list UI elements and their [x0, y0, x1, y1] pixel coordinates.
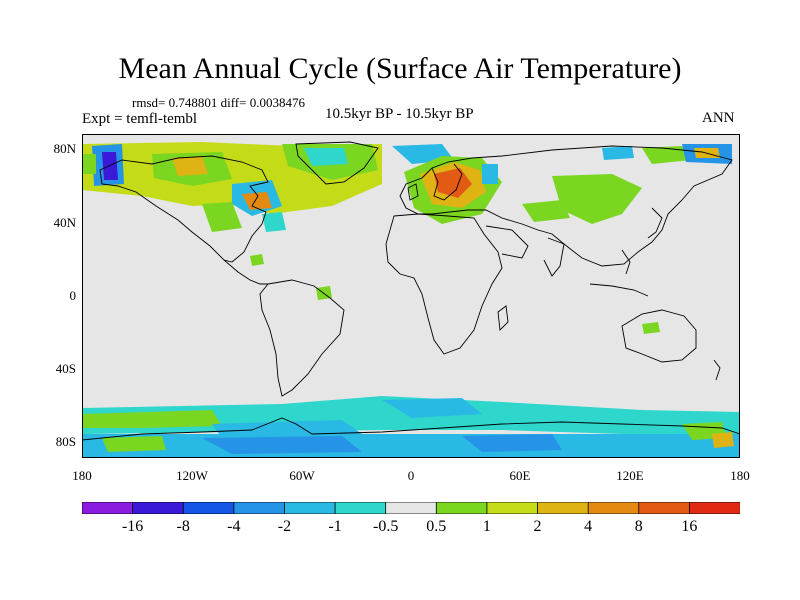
colorbar-label: -1	[328, 518, 342, 535]
colorbar-label: 4	[584, 518, 593, 535]
lat-label-80s: 80S	[55, 434, 76, 449]
coast-central-america	[223, 259, 268, 285]
colorbar-label: 0.5	[426, 518, 447, 535]
anomaly-atlantic-sector-cool	[382, 398, 482, 418]
colorbar-label: 8	[634, 518, 643, 535]
period-label: 10.5kyr BP - 10.5kyr BP	[325, 106, 474, 122]
colorbar-swatch	[537, 502, 589, 514]
lat-label-40s: 40S	[55, 361, 76, 376]
lon-label-60w: 60W	[289, 468, 315, 483]
colorbar-label: -2	[277, 518, 292, 535]
anomaly-central-asia-warm	[522, 200, 570, 222]
coast-madagascar	[497, 305, 509, 331]
colorbar-label: 16	[681, 518, 698, 535]
lon-label-0: 0	[407, 468, 415, 483]
lon-label-60e: 60E	[509, 468, 531, 483]
lat-label-80n: 80N	[53, 141, 76, 156]
coast-philippines	[621, 249, 631, 275]
coast-south-america	[259, 279, 345, 397]
anomaly-east-siberia-warm	[642, 146, 692, 164]
lon-label-180w: 180	[72, 468, 92, 483]
colorbar-label: -4	[227, 518, 241, 535]
coast-scandinavia	[431, 163, 463, 201]
anomaly-ross-warm	[82, 410, 222, 428]
anomaly-amundsen-warm	[102, 436, 166, 452]
anomaly-labrador-hot	[242, 192, 272, 210]
coast-africa	[385, 213, 503, 355]
anomaly-pacific-sector-hot	[712, 432, 734, 448]
anomaly-east-antarctica-colder	[462, 434, 562, 452]
colorbar-label: -0.5	[373, 518, 399, 535]
coast-eurasia	[399, 145, 733, 267]
anomaly-us-warm	[202, 202, 242, 232]
coast-arabia	[485, 225, 529, 259]
coast-north-america	[99, 155, 269, 263]
anomaly-scandinavia-core	[434, 168, 472, 198]
anomaly-barents-cool	[482, 164, 498, 184]
lon-label-120w: 120W	[176, 468, 208, 483]
anomaly-australia-warm	[642, 322, 660, 334]
colorbar-swatch	[233, 502, 286, 514]
season-label: ANN	[702, 110, 735, 126]
coast-japan	[647, 207, 663, 239]
colorbar-swatch	[132, 502, 184, 514]
temperature-anomaly-map	[82, 134, 740, 458]
colorbar-label: 2	[533, 518, 542, 535]
colorbar-swatch	[638, 502, 691, 514]
anomaly-mexico-warm	[250, 254, 264, 266]
colorbar-swatch	[486, 502, 539, 514]
colorbar-swatch	[435, 502, 488, 514]
colorbar-swatch	[587, 502, 640, 514]
colorbar-swatch	[688, 502, 740, 514]
colorbar-label: -8	[176, 518, 190, 535]
coast-indonesia	[589, 283, 649, 297]
coast-new-zealand	[713, 359, 721, 381]
colorbar	[82, 502, 740, 514]
colorbar-label: 1	[482, 518, 491, 535]
map-frame	[82, 134, 740, 458]
lon-label-180e: 180	[730, 468, 750, 483]
colorbar-swatch	[182, 502, 235, 514]
colorbar-swatch	[284, 502, 336, 514]
coast-greenland	[295, 141, 379, 185]
anomaly-siberia-warm	[552, 174, 642, 224]
anomaly-field	[82, 142, 740, 458]
anomaly-laptev-cool	[602, 146, 634, 160]
anomaly-bering-warm	[82, 154, 96, 174]
anomaly-greenland-cool	[304, 148, 348, 166]
experiment-label: Expt = temfl-tembl	[82, 111, 198, 127]
coastlines	[82, 141, 740, 441]
plot-title: Mean Annual Cycle (Surface Air Temperatu…	[118, 52, 682, 85]
coast-antarctica	[82, 417, 740, 441]
colorbar-swatch	[385, 502, 438, 514]
anomaly-east-us-cool	[262, 212, 286, 232]
colorbar-swatch	[334, 502, 387, 514]
anomaly-antarctica-cool	[82, 434, 740, 458]
anomaly-alaska-cold-core	[102, 152, 118, 180]
lon-label-120e: 120E	[616, 468, 644, 483]
anomaly-antarctica-colder	[202, 436, 362, 454]
stats-line: rmsd= 0.748801 diff= 0.0038476	[132, 95, 305, 110]
colorbar-swatch	[82, 502, 134, 514]
lat-label-40n: 40N	[53, 215, 76, 230]
anomaly-canada-hot	[172, 156, 208, 176]
coast-britain	[407, 183, 419, 201]
coast-india	[543, 237, 565, 277]
colorbar-label: -16	[121, 518, 144, 535]
coast-australia	[621, 309, 697, 363]
lat-label-0: 0	[69, 288, 77, 303]
